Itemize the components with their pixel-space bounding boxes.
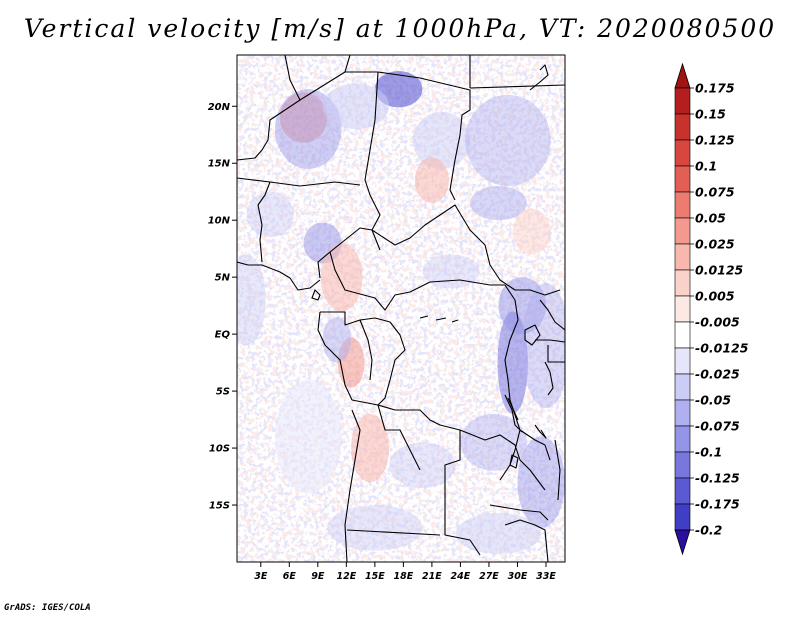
colorbar: 0.175 0.15 0.125 0.1 0.075 0.05 0.025 0.0125 0.0… [674,62,749,556]
lon-tick-label: 30E [508,571,528,582]
colorbar-label: -0.175 [695,497,740,512]
lon-tick-label: 6E [283,571,297,582]
colorbar-swatch [674,477,691,505]
velocity-patch [389,442,456,488]
velocity-patch [322,83,390,130]
colorbar-swatch [674,113,691,141]
colorbar-label: -0.075 [695,419,740,434]
velocity-patch [517,436,565,528]
velocity-patch [512,208,551,255]
velocity-patch [522,282,565,409]
colorbar-label: -0.2 [695,523,722,538]
lon-tick-label: 21E [422,571,442,582]
lat-tick-label: EQ [215,330,231,341]
lon-tick-label: 24E [451,571,471,582]
colorbar-label: -0.05 [695,393,731,408]
velocity-patch [469,186,527,221]
colorbar-swatch [674,191,691,219]
colorbar-swatch [674,295,691,323]
colorbar-swatch [674,269,691,297]
colorbar-label: 0.0125 [695,263,744,278]
colorbar-label: -0.005 [695,315,740,330]
lat-tick-label: 10S [209,444,230,455]
velocity-patch [465,94,551,187]
velocity-patch [497,311,528,414]
colorbar-swatch [674,399,691,427]
colorbar-label: 0.075 [695,185,735,200]
colorbar-label: 0.125 [695,133,735,148]
grads-credit: GrADS: IGES/COLA [4,603,91,613]
colorbar-swatch [674,347,691,375]
colorbar-swatch [674,139,691,167]
colorbar-bottom-extend [674,529,691,556]
lat-tick-label: 10N [208,216,231,227]
lon-tick-label: 15E [365,571,385,582]
map-frame [236,54,566,563]
colorbar-top-extend [674,62,691,89]
colorbar-swatch [674,451,691,479]
latitude-axis: 20N 15N 10N 5N EQ 5S 10S 15S [208,102,237,512]
colorbar-swatch [674,373,691,401]
colorbar-label: -0.125 [695,471,740,486]
map-figure: 20N 15N 10N 5N EQ 5S 10S 15S 3E 6E 9E 12E 15E 18E 21E… [208,54,749,582]
colorbar-swatch [674,503,691,531]
lon-tick-label: 3E [254,571,268,582]
lat-tick-label: 5N [215,273,231,284]
velocity-patch [275,379,342,494]
velocity-patch [327,505,423,551]
page-title: Vertical velocity [m/s] at 1000hPa, VT: … [23,14,777,43]
velocity-field [237,70,565,555]
velocity-patch [422,254,480,289]
lon-tick-label: 33E [536,571,556,582]
colorbar-label: -0.025 [695,367,740,382]
colorbar-swatch [674,321,691,349]
lat-tick-label: 15S [209,501,230,512]
colorbar-swatch [674,243,691,271]
velocity-patch [320,242,363,312]
lon-tick-label: 9E [311,571,325,582]
colorbar-label: 0.05 [695,211,726,226]
lon-tick-label: 27E [479,571,499,582]
velocity-patch [460,413,527,471]
colorbar-swatch [674,165,691,193]
lon-tick-label: 12E [336,571,356,582]
velocity-patch [414,157,450,204]
lat-tick-label: 20N [208,102,231,113]
colorbar-swatch [674,217,691,245]
lat-tick-label: 5S [216,387,230,398]
longitude-axis: 3E 6E 9E 12E 15E 18E 21E 24E 27E 30E 33E [254,562,556,582]
colorbar-label: -0.1 [695,445,722,460]
velocity-patch [455,513,542,555]
colorbar-swatch [674,87,691,115]
colorbar-label: -0.0125 [695,341,749,356]
coastline-and-borders [237,55,565,562]
velocity-patch [322,317,352,363]
lon-tick-label: 18E [394,571,414,582]
colorbar-label: 0.15 [695,107,726,122]
colorbar-label: 0.175 [695,81,735,96]
lat-tick-label: 15N [208,159,231,170]
colorbar-label: 0.025 [695,237,735,252]
velocity-patch [351,413,390,483]
colorbar-swatch [674,425,691,453]
colorbar-label: 0.1 [695,159,717,174]
velocity-patch [237,254,266,346]
colorbar-label: 0.005 [695,289,735,304]
velocity-patch [246,191,295,238]
